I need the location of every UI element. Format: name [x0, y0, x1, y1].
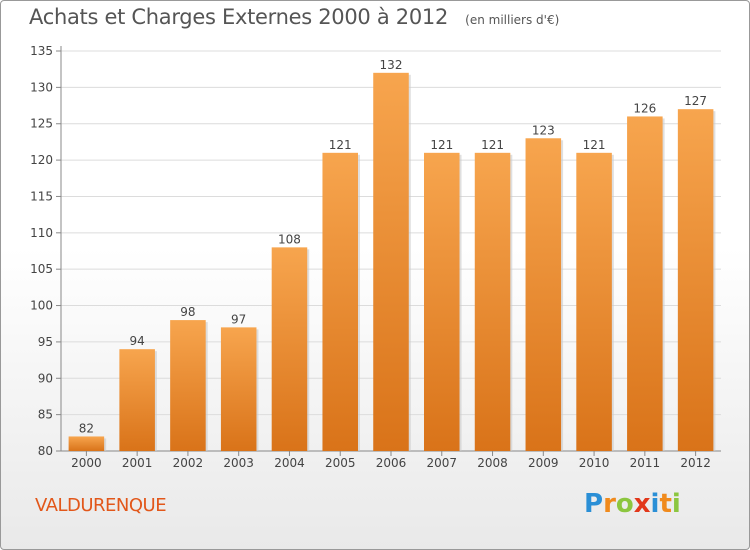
- bar: [576, 152, 612, 451]
- x-tick-label: 2010: [579, 456, 610, 470]
- bar: [119, 349, 155, 451]
- brand-letter: r: [603, 489, 616, 519]
- data-label: 121: [329, 138, 352, 152]
- y-tick-label: 135: [30, 44, 53, 58]
- x-tick-label: 2005: [325, 456, 356, 470]
- y-tick-label: 80: [38, 444, 53, 458]
- bar: [627, 116, 663, 452]
- brand-letter: i: [650, 489, 660, 519]
- data-label: 94: [130, 334, 145, 348]
- bar: [525, 138, 562, 452]
- place-name: VALDURENQUE: [35, 495, 167, 516]
- y-tick-label: 125: [30, 117, 53, 131]
- brand-letter: P: [584, 489, 604, 519]
- data-label: 98: [180, 305, 195, 319]
- x-tick-label: 2009: [528, 456, 559, 470]
- x-tick-label: 2004: [274, 456, 305, 470]
- x-tick-label: 2002: [173, 456, 204, 470]
- chart-subtitle: (en milliers d'€): [465, 13, 560, 27]
- brand-letter: o: [615, 489, 634, 519]
- x-tick-label: 2008: [477, 456, 508, 470]
- bar: [474, 152, 511, 451]
- bar: [677, 109, 714, 451]
- data-label: 108: [278, 232, 301, 246]
- bar: [271, 247, 308, 451]
- x-tick-label: 2012: [680, 456, 711, 470]
- y-tick-label: 100: [30, 299, 53, 313]
- data-label: 126: [633, 101, 656, 115]
- data-label: 97: [231, 312, 246, 326]
- bar: [68, 436, 105, 451]
- data-label: 121: [481, 138, 504, 152]
- brand-letter: t: [659, 489, 672, 519]
- y-tick-label: 110: [30, 226, 53, 240]
- x-tick-label: 2011: [630, 456, 661, 470]
- data-label: 127: [684, 94, 707, 108]
- x-tick-label: 2000: [71, 456, 102, 470]
- bar: [170, 320, 206, 451]
- x-tick-label: 2006: [376, 456, 407, 470]
- bar: [220, 327, 257, 451]
- brand-letter: x: [633, 489, 651, 519]
- data-label: 121: [430, 138, 453, 152]
- y-tick-label: 90: [38, 371, 53, 385]
- y-tick-label: 105: [30, 262, 53, 276]
- y-tick-label: 85: [38, 408, 53, 422]
- data-label: 121: [583, 138, 606, 152]
- bar: [373, 72, 409, 452]
- x-tick-label: 2007: [426, 456, 457, 470]
- data-label: 82: [79, 421, 94, 435]
- y-tick-label: 115: [30, 189, 53, 203]
- x-tick-label: 2003: [223, 456, 254, 470]
- y-tick-label: 120: [30, 153, 53, 167]
- y-tick-label: 95: [38, 335, 53, 349]
- title-row: Achats et Charges Externes 2000 à 2012 (…: [29, 5, 559, 29]
- chart-title: Achats et Charges Externes 2000 à 2012: [29, 5, 449, 29]
- y-tick-label: 130: [30, 80, 53, 94]
- data-label: 132: [380, 58, 403, 72]
- brand-logo: Proxiti: [584, 489, 681, 519]
- bar: [424, 152, 460, 451]
- brand-letter: i: [671, 489, 681, 519]
- x-tick-label: 2001: [122, 456, 153, 470]
- data-label: 123: [532, 123, 555, 137]
- bar: [322, 152, 358, 451]
